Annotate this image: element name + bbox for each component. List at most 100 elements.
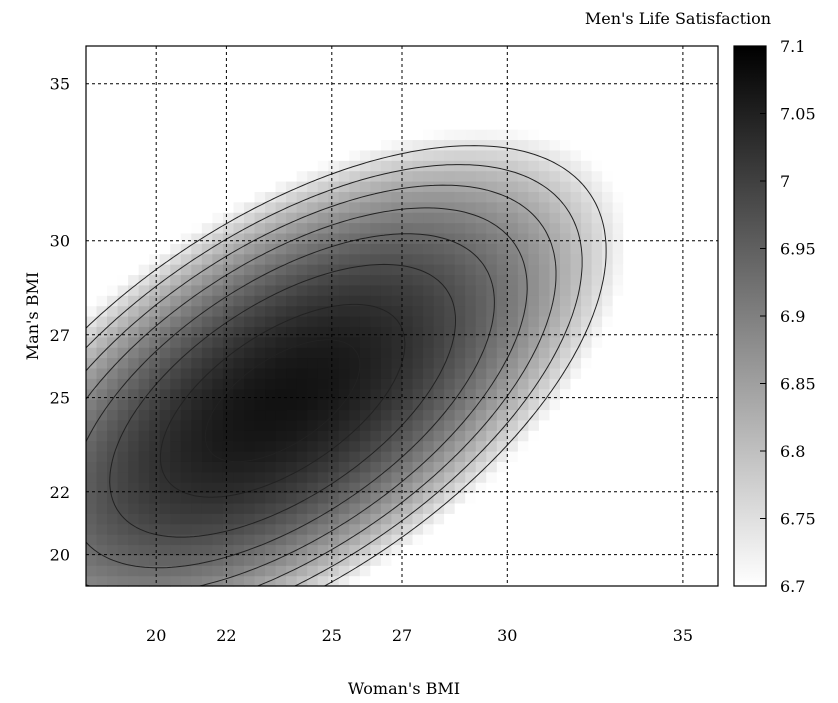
heatmap-cell bbox=[138, 451, 150, 462]
heatmap-cell bbox=[170, 295, 182, 307]
heatmap-cell bbox=[433, 534, 445, 546]
heatmap-cell bbox=[612, 253, 624, 265]
heatmap-cell bbox=[444, 471, 456, 483]
heatmap-cell bbox=[654, 440, 666, 452]
heatmap-cell bbox=[560, 357, 572, 369]
heatmap-cell bbox=[454, 295, 466, 307]
heatmap-cell bbox=[317, 575, 329, 587]
heatmap-cell bbox=[317, 170, 329, 182]
heatmap-cell bbox=[233, 232, 245, 244]
heatmap-cell bbox=[307, 492, 319, 504]
heatmap-cell bbox=[222, 160, 235, 172]
heatmap-cell bbox=[570, 232, 582, 244]
heatmap-cell bbox=[570, 149, 582, 161]
heatmap-cell bbox=[128, 440, 140, 452]
heatmap-cell bbox=[380, 191, 393, 203]
heatmap-cell bbox=[475, 544, 487, 556]
heatmap-cell bbox=[180, 388, 192, 400]
heatmap-cell bbox=[402, 97, 414, 109]
heatmap-cell bbox=[654, 492, 666, 504]
heatmap-cell bbox=[602, 336, 614, 348]
heatmap-cell bbox=[654, 544, 666, 556]
heatmap-cell bbox=[212, 502, 224, 514]
heatmap-cell bbox=[507, 212, 519, 224]
heatmap-cell bbox=[275, 357, 287, 369]
heatmap-cell bbox=[233, 201, 245, 213]
heatmap-cell bbox=[254, 274, 266, 286]
heatmap-cell bbox=[296, 419, 308, 431]
heatmap-cell bbox=[117, 378, 129, 390]
heatmap-cell bbox=[423, 87, 435, 99]
heatmap-cell bbox=[244, 181, 256, 192]
heatmap-cell bbox=[391, 264, 403, 276]
heatmap-cell bbox=[644, 253, 656, 265]
heatmap-cell bbox=[465, 544, 477, 556]
heatmap-cell bbox=[444, 316, 456, 327]
heatmap-cell bbox=[138, 430, 150, 442]
heatmap-cell bbox=[633, 367, 645, 379]
heatmap-cell bbox=[686, 378, 698, 390]
heatmap-cell bbox=[591, 87, 603, 99]
heatmap-cell bbox=[149, 399, 161, 411]
heatmap-cell bbox=[138, 139, 150, 151]
heatmap-cell bbox=[170, 87, 182, 99]
heatmap-cell bbox=[96, 253, 108, 265]
heatmap-cell bbox=[560, 274, 572, 286]
heatmap-cell bbox=[507, 534, 519, 546]
heatmap-cell bbox=[496, 253, 508, 265]
heatmap-cell bbox=[328, 243, 340, 255]
heatmap-cell bbox=[538, 129, 551, 141]
heatmap-cell bbox=[254, 201, 266, 213]
heatmap-cell bbox=[254, 129, 266, 141]
heatmap-cell bbox=[644, 326, 656, 338]
heatmap-cell bbox=[507, 118, 519, 130]
heatmap-cell bbox=[686, 492, 698, 504]
heatmap-cell bbox=[696, 232, 709, 244]
heatmap-cell bbox=[465, 201, 477, 213]
heatmap-cell bbox=[86, 201, 98, 213]
heatmap-cell bbox=[170, 160, 182, 172]
heatmap-cell bbox=[317, 367, 329, 379]
heatmap-cell bbox=[528, 367, 540, 379]
heatmap-cell bbox=[180, 264, 192, 276]
heatmap-cell bbox=[138, 544, 150, 556]
heatmap-cell bbox=[475, 46, 487, 57]
heatmap-cell bbox=[538, 336, 551, 348]
heatmap-cell bbox=[359, 388, 371, 400]
heatmap-cell bbox=[454, 264, 466, 276]
heatmap-cell bbox=[149, 232, 161, 244]
heatmap-cell bbox=[370, 347, 382, 359]
heatmap-cell bbox=[528, 253, 540, 265]
heatmap-cell bbox=[612, 336, 624, 348]
heatmap-cell bbox=[180, 347, 192, 359]
heatmap-cell bbox=[380, 284, 393, 296]
heatmap-cell bbox=[180, 129, 192, 141]
heatmap-cell bbox=[402, 170, 414, 182]
heatmap-cell bbox=[338, 430, 350, 442]
heatmap-cell bbox=[391, 492, 403, 504]
heatmap-cell bbox=[486, 108, 498, 120]
heatmap-cell bbox=[391, 367, 403, 379]
heatmap-cell bbox=[317, 347, 329, 359]
heatmap-cell bbox=[201, 430, 213, 442]
heatmap-cell bbox=[402, 264, 414, 276]
heatmap-cell bbox=[549, 513, 561, 525]
heatmap-cell bbox=[317, 305, 329, 317]
heatmap-cell bbox=[570, 243, 582, 255]
heatmap-cell bbox=[549, 388, 561, 400]
heatmap-cell bbox=[654, 347, 666, 359]
heatmap-cell bbox=[128, 118, 140, 130]
heatmap-cell bbox=[286, 326, 298, 338]
heatmap-cell bbox=[517, 305, 529, 317]
heatmap-cell bbox=[644, 336, 656, 348]
heatmap-cell bbox=[275, 316, 287, 327]
heatmap-cell bbox=[296, 461, 308, 473]
heatmap-cell bbox=[265, 399, 277, 411]
heatmap-cell bbox=[665, 544, 677, 556]
heatmap-cell bbox=[370, 253, 382, 265]
heatmap-cell bbox=[675, 87, 687, 99]
heatmap-cell bbox=[286, 336, 298, 348]
heatmap-cell bbox=[338, 77, 350, 89]
heatmap-cell bbox=[423, 160, 435, 172]
heatmap-cell bbox=[591, 502, 603, 514]
